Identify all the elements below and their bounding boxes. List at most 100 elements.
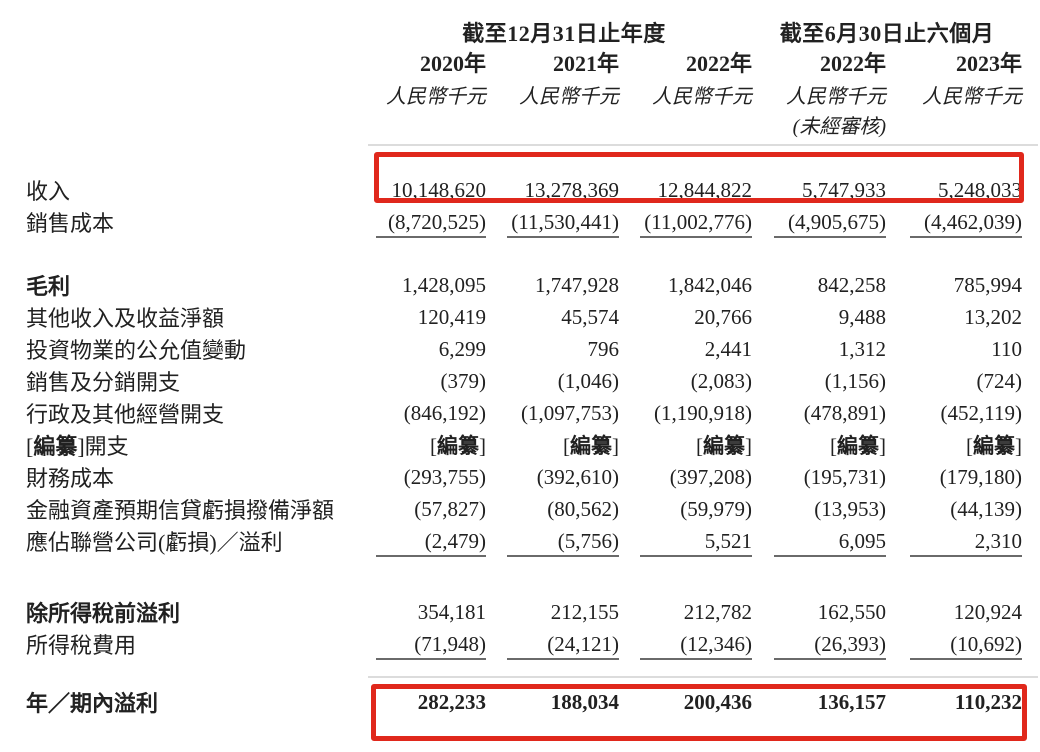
cell-value: 10,148,620 [391, 177, 487, 202]
row-label: 所得稅費用 [26, 633, 137, 658]
table-row: 應佔聯營公司(虧損)／溢利 (2,479) (5,756) 5,521 6,095 2,3… [26, 525, 1022, 557]
cell-value: 5,747,933 [802, 177, 886, 202]
cell-value: (57,827) [414, 496, 486, 521]
table-row: 投資物業的公允值變動 6,299 796 2,441 1,312 110 [26, 333, 1022, 365]
cell-value: 120,419 [417, 304, 486, 329]
cell-value: 20,766 [694, 304, 752, 329]
cell-value: 13,278,369 [524, 177, 620, 202]
cell-value: 200,436 [683, 689, 752, 714]
period-header-annual: 截至12月31日止年度 [462, 21, 666, 46]
table-row: 年／期內溢利 282,233 188,034 200,436 136,157 110,23… [26, 686, 1022, 718]
cell-value: (26,393) [752, 632, 886, 660]
year-header: 2022年 [819, 51, 886, 76]
year-header: 2021年 [552, 51, 619, 76]
table-row: 銷售成本 (8,720,525) (11,530,441) (11,002,776)(… [26, 206, 1022, 238]
cell-value: 212,155 [550, 599, 619, 624]
cell-value: (1,190,918) [654, 400, 752, 425]
cell-value: 354,181 [417, 599, 486, 624]
currency-unit-row: 人民幣千元 人民幣千元 人民幣千元 人民幣千元 人民幣千元 [26, 78, 1022, 110]
cell-value: (379) [440, 368, 487, 393]
cell-value: 120,924 [953, 599, 1022, 624]
table-body: 收入 10,148,620 13,278,369 12,844,822 5,747,93… [26, 174, 1022, 718]
currency-unit-label: 人民幣千元 [519, 85, 619, 108]
row-label: 銷售成本 [26, 211, 115, 236]
cell-value: (4,905,675) [752, 210, 886, 238]
cell-value: 2,310 [886, 529, 1022, 557]
row-label: 金融資產預期信貸虧損撥備淨額 [26, 498, 335, 523]
table-row: 除所得稅前溢利 354,181 212,155 212,782 162,550 120,9… [26, 596, 1022, 628]
cell-value: 212,782 [683, 599, 752, 624]
cell-value: (10,692) [886, 632, 1022, 660]
cell-value: (4,462,039) [886, 210, 1022, 238]
cell-value: 6,095 [752, 529, 886, 557]
cell-value: (8,720,525) [376, 210, 486, 238]
cell-value: (478,891) [803, 400, 886, 425]
table-row: 銷售及分銷開支 (379) (1,046) (2,083) (1,156) (724) [26, 365, 1022, 397]
cell-value: 1,312 [838, 336, 886, 361]
currency-unit-label: 人民幣千元 [386, 85, 486, 108]
row-label: 其他收入及收益淨額 [26, 306, 225, 331]
cell-value: (12,346) [619, 632, 752, 660]
cell-value: 842,258 [817, 272, 886, 297]
cell-value: 13,202 [964, 304, 1022, 329]
year-header: 2023年 [955, 51, 1022, 76]
cell-value: (13,953) [814, 496, 886, 521]
cell-value: 9,488 [838, 304, 886, 329]
cell-value: 188,034 [550, 689, 619, 714]
cell-value: (44,139) [950, 496, 1022, 521]
cell-value: (1,046) [557, 368, 619, 393]
cell-value: (80,562) [547, 496, 619, 521]
row-label: 年／期內溢利 [26, 691, 159, 716]
year-header-row: 2020年 2021年 2022年 2022年 2023年 [26, 46, 1022, 78]
table-row: 所得稅費用 (71,948) (24,121) (12,346) (26,393) (10… [26, 628, 1022, 660]
row-label: 毛利 [26, 274, 71, 299]
row-label: 收入 [26, 179, 71, 204]
cell-value: (195,731) [803, 464, 886, 489]
cell-value: 796 [587, 336, 620, 361]
cell-value: (2,083) [690, 368, 752, 393]
cell-value: 5,248,033 [938, 177, 1022, 202]
row-label: 財務成本 [26, 466, 115, 491]
table-row: [編纂]開支 [編纂] [編纂] [編纂] [編纂] [編纂] [26, 429, 1022, 461]
cell-value: (1,097,753) [521, 400, 619, 425]
cell-value: 162,550 [817, 599, 886, 624]
total-separator-rule [368, 676, 1038, 678]
cell-value: 110 [991, 336, 1022, 361]
cell-value: 785,994 [953, 272, 1022, 297]
cell-value: (5,756) [486, 529, 619, 557]
table-row: 收入 10,148,620 13,278,369 12,844,822 5,747,93… [26, 174, 1022, 206]
cell-value: 282,233 [417, 689, 486, 714]
cell-value: 5,521 [619, 529, 752, 557]
row-label: 投資物業的公允值變動 [26, 338, 247, 363]
table-row: 財務成本 (293,755) (392,610) (397,208) (195,731)… [26, 461, 1022, 493]
header-separator-rule [368, 144, 1038, 146]
cell-value: (397,208) [669, 464, 752, 489]
cell-value: (1,156) [824, 368, 886, 393]
cell-value: (724) [976, 368, 1023, 393]
period-header-interim: 截至6月30日止六個月 [779, 21, 995, 46]
cell-value: 2,441 [704, 336, 752, 361]
unaudited-note: (未經審核) [792, 116, 886, 138]
cell-value: (11,002,776) [619, 210, 752, 238]
unaudited-note-row: (未經審核) [26, 110, 1022, 138]
table-row: 毛利 1,428,095 1,747,928 1,842,046 842,258 785,… [26, 269, 1022, 301]
row-label: 應佔聯營公司(虧損)／溢利 [26, 530, 283, 555]
cell-value: (59,979) [680, 496, 752, 521]
cell-value: 6,299 [438, 336, 486, 361]
table-row: 其他收入及收益淨額 120,419 45,574 20,766 9,488 13,202 [26, 301, 1022, 333]
table-row: 金融資產預期信貸虧損撥備淨額 (57,827) (80,562) (59,979) (1… [26, 493, 1022, 525]
cell-value: [編纂] [696, 434, 752, 458]
cell-value: (179,180) [939, 464, 1022, 489]
table-row: 行政及其他經營開支 (846,192) (1,097,753) (1,190,918)… [26, 397, 1022, 429]
cell-value: 136,157 [817, 689, 886, 714]
currency-unit-label: 人民幣千元 [922, 85, 1022, 108]
cell-value: (392,610) [536, 464, 619, 489]
cell-value: (846,192) [403, 400, 486, 425]
row-label: 行政及其他經營開支 [26, 402, 225, 427]
cell-value: (24,121) [486, 632, 619, 660]
period-header-row: 截至12月31日止年度 截至6月30日止六個月 [26, 16, 1022, 46]
cell-value: 12,844,822 [657, 177, 753, 202]
cell-value: (293,755) [403, 464, 486, 489]
cell-value: 45,574 [561, 304, 619, 329]
